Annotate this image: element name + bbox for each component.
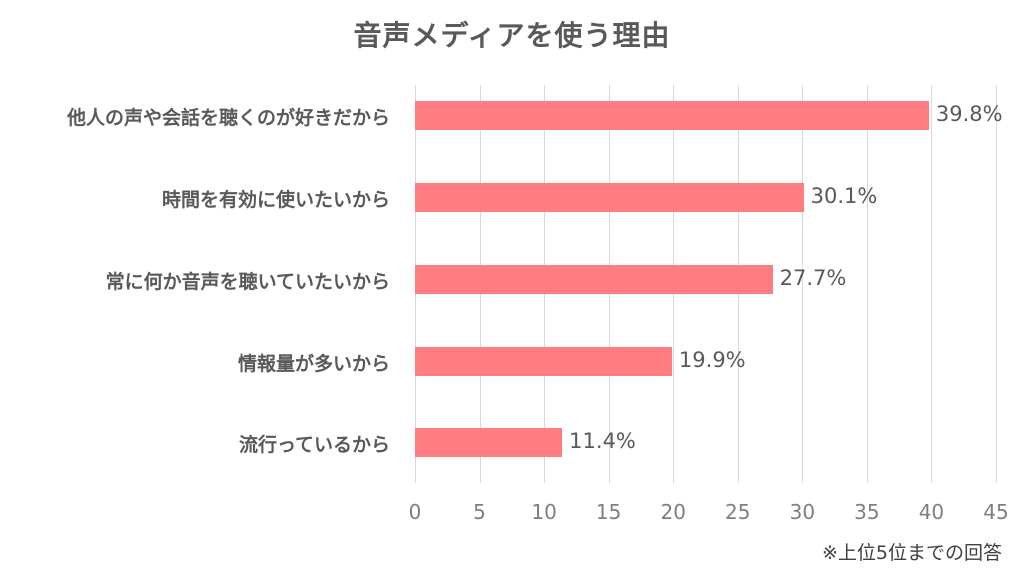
x-tick-label: 5: [473, 500, 486, 524]
data-label: 30.1%: [810, 184, 878, 208]
bar: [415, 183, 804, 212]
data-label: 19.9%: [678, 348, 746, 372]
x-tick-label: 40: [918, 500, 945, 524]
bar: [415, 347, 672, 376]
gridline: [866, 85, 868, 483]
gridline: [996, 85, 997, 483]
x-tick-label: 20: [660, 500, 686, 524]
category-label: 常に何か音声を聴いていたいから: [105, 271, 390, 293]
bar: [415, 265, 773, 294]
x-tick-label: 0: [408, 500, 422, 524]
category-label: 情報量が多いから: [237, 353, 390, 375]
category-label: 時間を有効に使いたいから: [161, 189, 390, 211]
gridline: [802, 85, 804, 483]
data-label: 11.4%: [569, 429, 636, 453]
data-label: 27.7%: [779, 266, 847, 290]
footnote: ※上位5位までの回答: [821, 542, 1002, 564]
x-tick-label: 30: [789, 500, 816, 524]
category-label: 他人の声や会話を聴くのが好きだから: [66, 107, 390, 129]
x-tick-label: 15: [595, 500, 622, 524]
chart-title: 音声メディアを使う理由: [353, 19, 671, 52]
bar: [415, 101, 929, 130]
x-tick-label: 25: [725, 500, 751, 524]
x-tick-label: 45: [983, 500, 1009, 524]
category-label: 流行っているから: [238, 434, 390, 456]
data-label: 39.8%: [935, 102, 1003, 126]
x-tick-label: 10: [531, 500, 557, 524]
gridline: [931, 85, 933, 483]
bar: [415, 428, 563, 457]
plot-area: 39.8% 30.1% 27.7% 19.9% 11.4%: [415, 85, 1003, 483]
x-tick-label: 35: [854, 500, 880, 524]
